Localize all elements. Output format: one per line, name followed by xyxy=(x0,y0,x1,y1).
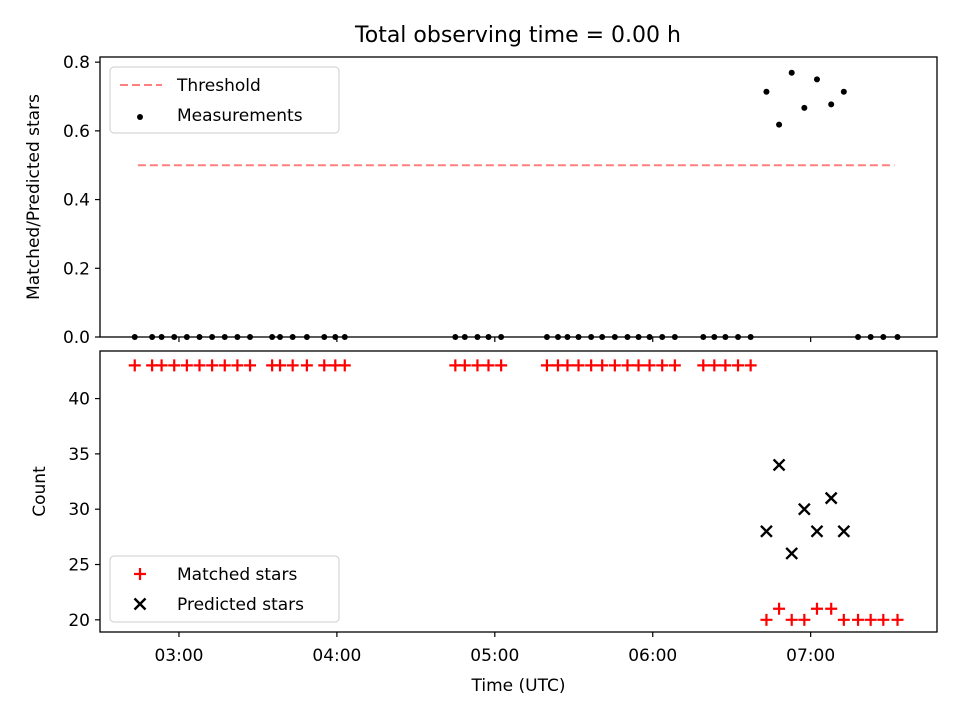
y-tick-label: 0.0 xyxy=(63,328,90,348)
y-tick-label: 30 xyxy=(68,500,90,520)
legend-box xyxy=(109,66,340,134)
legend-predicted-swatch xyxy=(133,597,147,611)
matched-star-point xyxy=(864,613,877,626)
y-tick-label: 25 xyxy=(68,556,90,576)
legend-matched-swatch xyxy=(134,568,146,580)
matched-star-point xyxy=(621,359,634,372)
predicted-star-point xyxy=(760,524,773,538)
matched-star-point xyxy=(300,359,313,372)
matched-star-point xyxy=(656,359,669,372)
y-tick-label: 0.4 xyxy=(63,191,90,211)
axes-frame xyxy=(99,56,938,338)
legend-box xyxy=(109,555,340,623)
matched-star-point xyxy=(274,359,287,372)
legend-label: Predicted stars xyxy=(177,595,304,615)
measurement-point xyxy=(776,121,783,128)
y-tick-label: 35 xyxy=(68,445,90,465)
matched-star-point xyxy=(338,359,351,372)
matched-star-point xyxy=(572,359,585,372)
matched-star-point xyxy=(668,359,681,372)
y-axis-label: Matched/Predicted stars xyxy=(24,94,44,300)
matched-star-point xyxy=(193,359,206,372)
y-tick-label: 20 xyxy=(68,611,90,631)
matched-star-point xyxy=(286,359,299,372)
y-tick-label: 0.8 xyxy=(63,53,90,73)
matched-star-point xyxy=(798,613,811,626)
matched-star-point xyxy=(719,359,732,372)
x-tick-label: 05:00 xyxy=(470,646,519,666)
x-axis-label: Time (UTC) xyxy=(471,676,566,696)
matched-star-point xyxy=(218,359,231,372)
predicted-star-point xyxy=(837,524,851,538)
matched-star-point xyxy=(643,359,656,372)
matched-star-point xyxy=(877,613,890,626)
legend-measurement-swatch xyxy=(137,114,143,120)
chart-title: Total observing time = 0.00 h xyxy=(354,23,681,48)
matched-star-point xyxy=(318,359,331,372)
y-tick-label: 40 xyxy=(68,390,90,410)
matched-star-point xyxy=(458,359,471,372)
y-tick-label: 0.2 xyxy=(63,259,90,279)
predicted-star-point xyxy=(810,524,824,538)
matched-star-point xyxy=(891,613,904,626)
matched-star-point xyxy=(744,359,757,372)
measurement-point xyxy=(828,101,835,108)
matched-star-point xyxy=(495,359,508,372)
matched-star-point xyxy=(837,613,850,626)
predicted-star-point xyxy=(797,502,811,516)
matched-star-point xyxy=(760,613,773,626)
legend-label: Matched stars xyxy=(177,565,297,585)
matched-star-point xyxy=(128,359,141,372)
matched-star-point xyxy=(206,359,219,372)
matched-star-point xyxy=(231,359,244,372)
y-tick-label: 0.6 xyxy=(63,122,90,142)
legend-label: Measurements xyxy=(177,106,303,126)
predicted-star-point xyxy=(772,458,786,472)
x-tick-label: 07:00 xyxy=(786,646,835,666)
top-panel: 0.0 0.2 0.4 0.6 0.8 Matched/Predicted stars Th… xyxy=(24,53,938,348)
matched-star-point xyxy=(471,359,484,372)
measurement-point xyxy=(763,88,770,95)
matched-star-point xyxy=(180,359,193,372)
matched-star-point xyxy=(168,359,181,372)
legend-label: Threshold xyxy=(176,76,261,96)
matched-star-point xyxy=(785,613,798,626)
predicted-star-point xyxy=(785,547,799,560)
matched-star-point xyxy=(810,602,823,615)
matched-star-point xyxy=(697,359,710,372)
axes-frame xyxy=(99,350,938,633)
matched-star-point xyxy=(732,359,745,372)
matched-star-point xyxy=(825,602,838,615)
matched-star-point xyxy=(155,359,168,372)
matched-star-point xyxy=(244,359,257,372)
matched-star-point xyxy=(585,359,598,372)
y-axis-label: Count xyxy=(30,466,50,517)
bottom-panel: 03:00 04:00 05:00 06:00 07:00 20 25 30 35 40 Count… xyxy=(30,350,938,696)
matched-star-point xyxy=(632,359,645,372)
matched-star-point xyxy=(596,359,609,372)
matched-star-point xyxy=(852,613,865,626)
matched-star-point xyxy=(561,359,574,372)
matched-star-point xyxy=(540,359,553,372)
x-tick-label: 03:00 xyxy=(154,646,203,666)
measurement-point xyxy=(813,76,820,83)
matched-star-point xyxy=(482,359,495,372)
measurement-point xyxy=(788,69,795,76)
predicted-star-point xyxy=(824,491,838,505)
x-tick-label: 04:00 xyxy=(312,646,361,666)
matched-star-point xyxy=(773,602,786,615)
matched-star-point xyxy=(708,359,721,372)
matched-star-point xyxy=(608,359,621,372)
measurement-point xyxy=(801,104,808,111)
x-tick-label: 06:00 xyxy=(628,646,677,666)
measurement-point xyxy=(840,88,847,95)
